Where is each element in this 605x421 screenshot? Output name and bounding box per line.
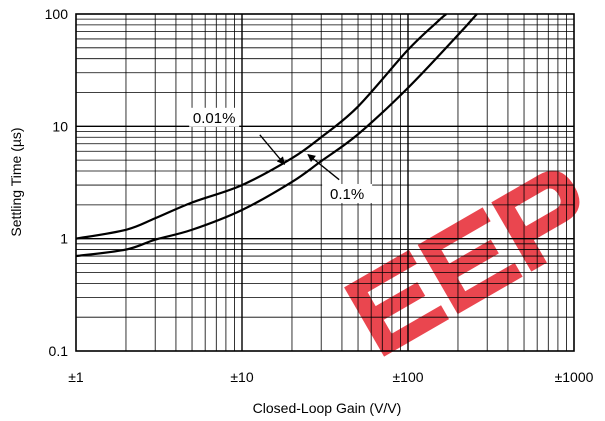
plot-frame xyxy=(75,13,575,352)
watermark-logo xyxy=(344,170,580,357)
series-line-1 xyxy=(76,14,447,240)
annotation-arrow-2 xyxy=(307,153,340,181)
annotation-label-bg xyxy=(322,183,373,203)
annotation-label-bg xyxy=(189,107,240,127)
x-axis-title: Closed-Loop Gain (V/V) xyxy=(253,400,402,416)
watermark-glyph-e1 xyxy=(344,249,450,357)
frame-layer xyxy=(75,13,575,352)
annotation-label-1: 0.01% xyxy=(193,110,236,127)
x-tick-label: ±10 xyxy=(230,369,253,385)
annotation-arrow-1 xyxy=(259,134,286,165)
x-tick-label: ±100 xyxy=(392,369,423,385)
watermark-glyph-p xyxy=(491,170,580,272)
annotation-label-2: 0.1% xyxy=(330,186,364,203)
y-tick-label: 100 xyxy=(45,6,69,22)
grid-layer xyxy=(76,14,574,351)
y-tick-label: 1 xyxy=(60,231,68,247)
watermark-glyph-e2 xyxy=(417,207,523,315)
x-tick-label: ±1 xyxy=(68,369,84,385)
y-tick-label: 0.1 xyxy=(49,343,69,359)
series-line-2 xyxy=(76,14,478,258)
curve-layer xyxy=(76,14,478,258)
y-tick-label: 10 xyxy=(52,118,68,134)
annotation-layer: 0.01% 0.1% xyxy=(189,107,373,203)
watermark-layer xyxy=(344,170,580,357)
y-axis-title: Settling Time (µs) xyxy=(8,127,24,236)
x-tick-label: ±1000 xyxy=(555,369,594,385)
tick-label-layer: ±1 ±10 ±100 ±1000 0.1 1 10 100 xyxy=(45,6,594,385)
